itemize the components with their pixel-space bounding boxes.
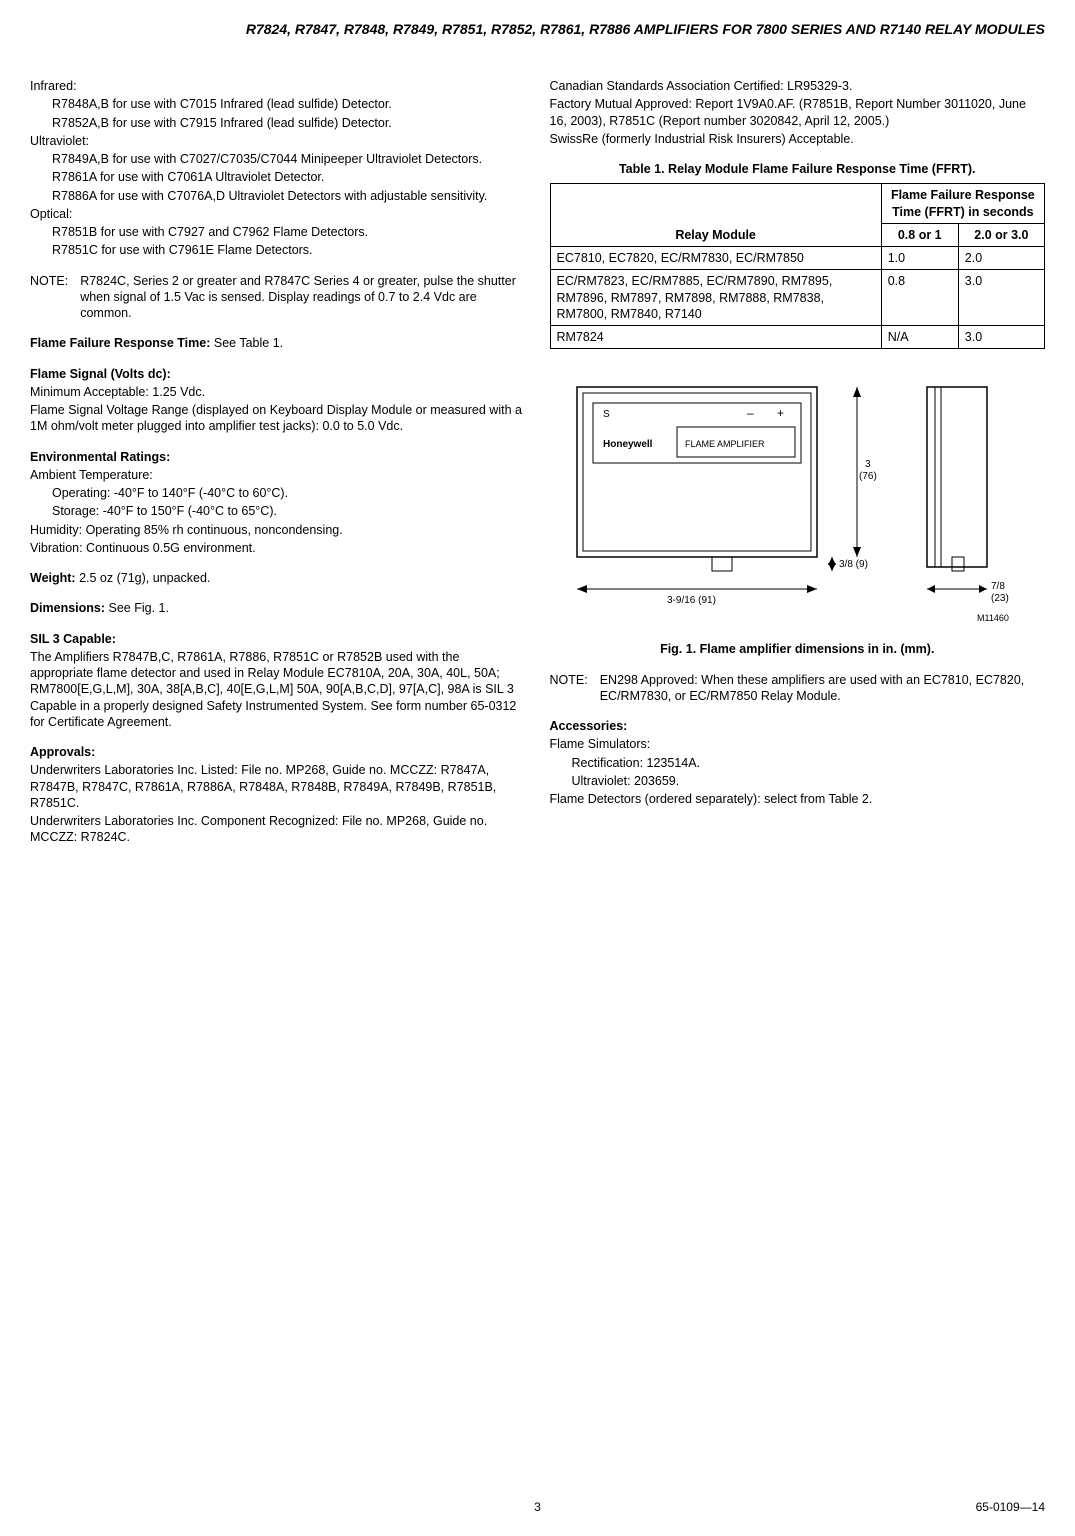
note-label: NOTE: xyxy=(30,273,68,322)
note-body: R7824C, Series 2 or greater and R7847C S… xyxy=(80,273,525,322)
ir-item-1: R7848A,B for use with C7015 Infrared (le… xyxy=(30,96,526,112)
accessories-label: Accessories: xyxy=(550,719,628,733)
opt-item-1: R7851B for use with C7927 and C7962 Flam… xyxy=(30,224,526,240)
note-body-right: EN298 Approved: When these amplifiers ar… xyxy=(600,672,1045,705)
acc-flame-detectors: Flame Detectors (ordered separately): se… xyxy=(550,791,1046,807)
cell-r1a: EC7810, EC7820, EC/RM7830, EC/RM7850 xyxy=(550,247,881,270)
infrared-label: Infrared: xyxy=(30,78,526,94)
uv-label: Ultraviolet: xyxy=(30,133,526,149)
sil-text: The Amplifiers R7847B,C, R7861A, R7886, … xyxy=(30,649,526,730)
th-230: 2.0 or 3.0 xyxy=(958,223,1044,246)
th-ffrt: Flame Failure Response Time (FFRT) in se… xyxy=(881,184,1044,224)
th-081: 0.8 or 1 xyxy=(881,223,958,246)
uv-item-1: R7849A,B for use with C7027/C7035/C7044 … xyxy=(30,151,526,167)
cell-r2a: EC/RM7823, EC/RM7885, EC/RM7890, RM7895,… xyxy=(550,270,881,326)
dim-depth-23: (23) xyxy=(991,593,1009,604)
approval-1: Underwriters Laboratories Inc. Listed: F… xyxy=(30,762,526,811)
jack-minus-label: – xyxy=(747,406,754,420)
th-relay-module: Relay Module xyxy=(550,184,881,247)
acc-ultraviolet: Ultraviolet: 203659. xyxy=(550,773,1046,789)
dim-depth-78: 7/8 xyxy=(991,581,1005,592)
note-block-right: NOTE: EN298 Approved: When these amplifi… xyxy=(550,672,1046,705)
csa-line: Canadian Standards Association Certified… xyxy=(550,78,1046,94)
weight-line: Weight: 2.5 oz (71g), unpacked. xyxy=(30,570,526,586)
flame-amplifier-diagram: S – + Honeywell FLAME AMPLIFIER 3-9/16 (… xyxy=(557,367,1037,627)
brand-label: Honeywell xyxy=(603,439,653,450)
dim-height-3: 3 xyxy=(865,459,871,470)
uv-item-2: R7861A for use with C7061A Ultraviolet D… xyxy=(30,169,526,185)
cell-r3a: RM7824 xyxy=(550,326,881,349)
env-label: Environmental Ratings: xyxy=(30,450,170,464)
doc-number: 65-0109—14 xyxy=(976,1500,1045,1516)
cell-r2c: 3.0 xyxy=(958,270,1044,326)
fsv-label: Flame Signal (Volts dc): xyxy=(30,367,171,381)
env-ambient: Ambient Temperature: xyxy=(30,467,526,483)
weight-text: 2.5 oz (71g), unpacked. xyxy=(76,571,211,585)
table1-caption: Table 1. Relay Module Flame Failure Resp… xyxy=(550,161,1046,177)
page-footer: 3 65-0109—14 xyxy=(30,1500,1045,1516)
ir-item-2: R7852A,B for use with C7915 Infrared (le… xyxy=(30,115,526,131)
table-row: EC7810, EC7820, EC/RM7830, EC/RM7850 1.0… xyxy=(550,247,1045,270)
flame-amplifier-label: FLAME AMPLIFIER xyxy=(685,439,765,449)
page-number: 3 xyxy=(534,1500,541,1516)
jack-plus-label: + xyxy=(777,406,784,420)
acc-rectification: Rectification: 123514A. xyxy=(550,755,1046,771)
dim-tab: 3/8 (9) xyxy=(839,559,868,570)
dim-text: See Fig. 1. xyxy=(105,601,169,615)
two-column-layout: Infrared: R7848A,B for use with C7015 In… xyxy=(30,78,1045,848)
left-column: Infrared: R7848A,B for use with C7015 In… xyxy=(30,78,526,848)
opt-item-2: R7851C for use with C7961E Flame Detecto… xyxy=(30,242,526,258)
flame-simulators-label: Flame Simulators: xyxy=(550,736,1046,752)
note-label-right: NOTE: xyxy=(550,672,588,705)
figure-1: S – + Honeywell FLAME AMPLIFIER 3-9/16 (… xyxy=(550,367,1046,627)
page-header: R7824, R7847, R7848, R7849, R7851, R7852… xyxy=(30,20,1045,38)
jack-s-label: S xyxy=(603,409,610,420)
dim-line: Dimensions: See Fig. 1. xyxy=(30,600,526,616)
fm-line: Factory Mutual Approved: Report 1V9A0.AF… xyxy=(550,96,1046,129)
swissre-line: SwissRe (formerly Industrial Risk Insure… xyxy=(550,131,1046,147)
right-column: Canadian Standards Association Certified… xyxy=(550,78,1046,848)
fsv-min: Minimum Acceptable: 1.25 Vdc. xyxy=(30,384,526,400)
dim-label: Dimensions: xyxy=(30,601,105,615)
weight-label: Weight: xyxy=(30,571,76,585)
ffrt-line: Flame Failure Response Time: See Table 1… xyxy=(30,335,526,351)
ffrt-text: See Table 1. xyxy=(210,336,283,350)
approval-2: Underwriters Laboratories Inc. Component… xyxy=(30,813,526,846)
figure1-caption: Fig. 1. Flame amplifier dimensions in in… xyxy=(550,641,1046,657)
cell-r1b: 1.0 xyxy=(881,247,958,270)
ffrt-label: Flame Failure Response Time: xyxy=(30,336,210,350)
env-vibration: Vibration: Continuous 0.5G environment. xyxy=(30,540,526,556)
cell-r1c: 2.0 xyxy=(958,247,1044,270)
cell-r2b: 0.8 xyxy=(881,270,958,326)
env-operating: Operating: -40°F to 140°F (-40°C to 60°C… xyxy=(30,485,526,501)
table-row: EC/RM7823, EC/RM7885, EC/RM7890, RM7895,… xyxy=(550,270,1045,326)
fsv-range: Flame Signal Voltage Range (displayed on… xyxy=(30,402,526,435)
table-ffrt: Relay Module Flame Failure Response Time… xyxy=(550,183,1046,349)
sil-label: SIL 3 Capable: xyxy=(30,632,116,646)
env-storage: Storage: -40°F to 150°F (-40°C to 65°C). xyxy=(30,503,526,519)
uv-item-3: R7886A for use with C7076A,D Ultraviolet… xyxy=(30,188,526,204)
optical-label: Optical: xyxy=(30,206,526,222)
figure-mnum: M11460 xyxy=(977,613,1009,623)
cell-r3c: 3.0 xyxy=(958,326,1044,349)
note-block: NOTE: R7824C, Series 2 or greater and R7… xyxy=(30,273,526,322)
dim-height-76: (76) xyxy=(859,471,877,482)
env-humidity: Humidity: Operating 85% rh continuous, n… xyxy=(30,522,526,538)
dim-width: 3-9/16 (91) xyxy=(667,595,716,606)
approvals-label: Approvals: xyxy=(30,745,95,759)
cell-r3b: N/A xyxy=(881,326,958,349)
table-row: RM7824 N/A 3.0 xyxy=(550,326,1045,349)
